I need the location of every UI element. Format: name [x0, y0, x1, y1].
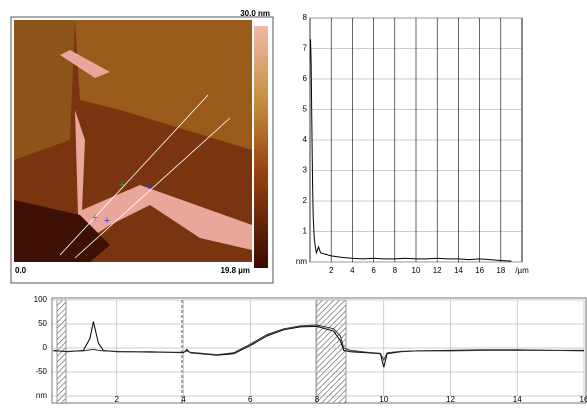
- color-min-label: 0.0: [15, 266, 27, 275]
- x-tick-label: 16: [475, 266, 484, 275]
- screen: + + + + 30.0 nm 0.0 19.8 µm nm1234567824…: [0, 0, 587, 404]
- y-tick-label: 50: [38, 319, 47, 328]
- x-tick-label: 14: [454, 266, 463, 275]
- x-tick-label: 2: [329, 266, 334, 275]
- cursor-region: [316, 300, 346, 403]
- x-tick-label: 6: [371, 266, 376, 275]
- x-tick-label: 12: [433, 266, 442, 275]
- y-tick-label: 2: [303, 196, 308, 205]
- y-tick-label: nm: [36, 391, 47, 400]
- x-tick-label: 12: [446, 395, 455, 404]
- y-tick-label: 5: [303, 105, 308, 114]
- x-tick-label: 16: [580, 395, 587, 404]
- y-tick-label: -50: [35, 367, 47, 376]
- x-tick-label: 6: [248, 395, 253, 404]
- y-tick-label: 3: [303, 166, 308, 175]
- cursor-marker: +: [92, 212, 98, 224]
- page: {"image_panel": {"max_label": "30.0 nm",…: [0, 0, 587, 404]
- y-tick-label: 8: [303, 13, 308, 22]
- x-tick-label: 4: [350, 266, 355, 275]
- x-tick-label: 18: [496, 266, 505, 275]
- x-tick-label: 10: [379, 395, 388, 404]
- y-tick-label: 6: [303, 74, 308, 83]
- y-tick-label: 4: [303, 135, 308, 144]
- afm-region: [14, 20, 75, 160]
- cursor-marker: +: [119, 179, 125, 191]
- x-tick-label: 10: [412, 266, 421, 275]
- x-tick-label: 2: [115, 395, 120, 404]
- x-tick-label: 14: [513, 395, 522, 404]
- y-tick-label: 0: [43, 343, 48, 352]
- color-max-label: 30.0 nm: [240, 9, 270, 18]
- data-line: [311, 39, 512, 261]
- cursor-marker: +: [104, 215, 110, 227]
- y-tick-label: 1: [303, 227, 308, 236]
- y-tick-label: 100: [34, 295, 48, 304]
- x-tick-label: 8: [315, 395, 320, 404]
- x-tick-label: /µm: [515, 266, 529, 275]
- y-tick-label: 7: [303, 44, 308, 53]
- cursor-marker: +: [146, 181, 152, 193]
- y-tick-label: nm: [296, 257, 307, 266]
- x-tick-label: 4: [181, 395, 186, 404]
- color-bar: [254, 26, 268, 268]
- scale-label: 19.8 µm: [220, 266, 250, 275]
- x-tick-label: 8: [393, 266, 398, 275]
- image-panel: + + + + 30.0 nm 0.0 19.8 µm: [11, 9, 273, 283]
